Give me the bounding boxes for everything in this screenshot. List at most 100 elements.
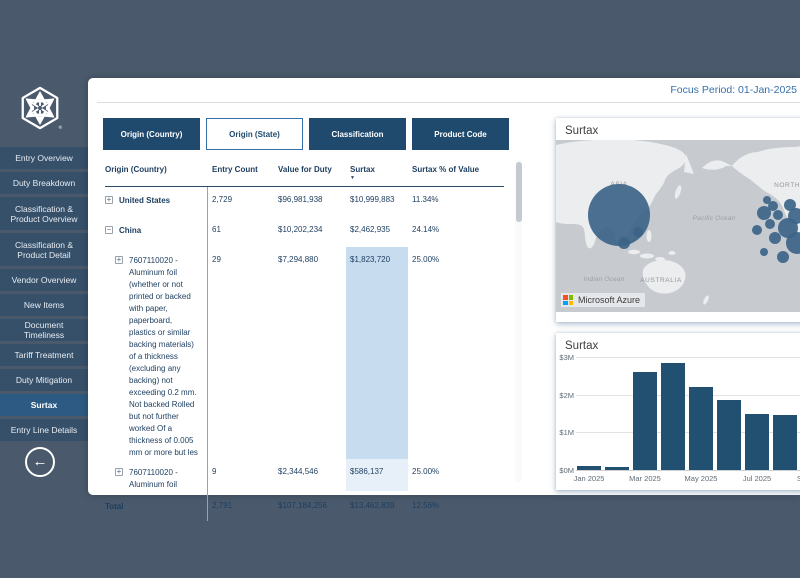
cell-entry-count: 2,791 bbox=[212, 501, 233, 510]
sidebar-item-new-items[interactable]: New Items bbox=[0, 294, 88, 316]
surtax-matrix-table: Origin (Country) Entry Count Value for D… bbox=[105, 163, 504, 521]
x-axis-tick-label: Sep 2025 bbox=[796, 474, 800, 483]
map-land-australia bbox=[642, 260, 686, 294]
expand-icon[interactable]: + bbox=[115, 255, 123, 264]
sidebar-item-duty-mitigation[interactable]: Duty Mitigation bbox=[0, 369, 88, 391]
y-axis-tick-label: $1M bbox=[559, 428, 574, 438]
expand-icon[interactable]: + bbox=[115, 467, 123, 476]
bar-jan-2025[interactable] bbox=[577, 465, 601, 470]
collapse-icon[interactable]: − bbox=[105, 225, 113, 234]
map-bubble[interactable] bbox=[757, 206, 771, 220]
map-land-japan bbox=[674, 185, 682, 199]
map-bubble[interactable] bbox=[773, 210, 783, 220]
scrollbar-thumb[interactable] bbox=[515, 162, 522, 222]
bar-apr-2025[interactable] bbox=[661, 362, 685, 470]
column-header-value-for-duty[interactable]: Value for Duty bbox=[278, 165, 332, 174]
sidebar-nav: Entry Overview Duty Breakdown Classificati… bbox=[0, 147, 88, 444]
bar-mar-2025[interactable] bbox=[633, 372, 657, 470]
column-header-entry-count[interactable]: Entry Count bbox=[212, 165, 258, 174]
bar-feb-2025[interactable] bbox=[605, 467, 629, 470]
map-bubble[interactable] bbox=[633, 227, 643, 237]
surtax-bar-chart-card: Surtax $0M $1M $2M $3M Jan 2025 Mar 2025 May 2… bbox=[556, 333, 800, 490]
map-bubble[interactable] bbox=[784, 199, 796, 211]
map-bubble[interactable] bbox=[752, 225, 762, 235]
tab-origin-state[interactable]: Origin (State) bbox=[206, 118, 303, 150]
sidebar-item-entry-line-details[interactable]: Entry Line Details bbox=[0, 419, 88, 441]
map-bubble[interactable] bbox=[769, 232, 781, 244]
bar-jul-2025[interactable] bbox=[745, 413, 769, 470]
sidebar-item-classification-product-overview[interactable]: Classification & Product Overview bbox=[0, 197, 88, 230]
column-header-origin-country[interactable]: Origin (Country) bbox=[105, 165, 167, 174]
bar-plot bbox=[576, 357, 800, 471]
map-bubble[interactable] bbox=[765, 219, 775, 229]
cell-value-for-duty: $10,202,234 bbox=[278, 225, 323, 234]
column-header-surtax[interactable]: Surtax ▼ bbox=[350, 165, 375, 181]
panel-header: Focus Period: 01-Jan-2025 bbox=[97, 78, 800, 103]
map-bubble[interactable] bbox=[786, 232, 800, 254]
table-row[interactable]: +7607110020 - Aluminum foil (whether or … bbox=[105, 247, 504, 459]
column-header-surtax-pct[interactable]: Surtax % of Value bbox=[412, 165, 480, 174]
x-axis-tick-label: Jan 2025 bbox=[573, 474, 605, 483]
table-row[interactable]: +7607110020 - Aluminum foil 9 $2,344,546 $5… bbox=[105, 459, 504, 491]
map-label-indian-ocean: Indian Ocean bbox=[583, 276, 624, 283]
map-land-north-america bbox=[702, 146, 800, 238]
gridline bbox=[576, 357, 800, 358]
map-label-australia: AUSTRALIA bbox=[640, 277, 682, 284]
microsoft-logo-icon bbox=[563, 295, 573, 305]
cell-surtax-pct: 24.14% bbox=[412, 225, 440, 234]
map-label-north-america: NORTH AMERICA bbox=[774, 182, 800, 189]
tab-origin-country[interactable]: Origin (Country) bbox=[103, 118, 200, 150]
sidebar: ® Entry Overview Duty Breakdown Classifica… bbox=[0, 0, 88, 578]
sidebar-item-vendor-overview[interactable]: Vendor Overview bbox=[0, 269, 88, 291]
map-bubble[interactable] bbox=[588, 184, 650, 246]
sidebar-item-duty-breakdown[interactable]: Duty Breakdown bbox=[0, 172, 88, 194]
map-land-indonesia-4 bbox=[668, 251, 676, 255]
sidebar-item-surtax[interactable]: Surtax bbox=[0, 394, 88, 416]
sidebar-item-classification-product-detail[interactable]: Classification & Product Detail bbox=[0, 233, 88, 266]
map-bubble[interactable] bbox=[768, 201, 778, 211]
sidebar-item-document-timeliness[interactable]: Document Timeliness bbox=[0, 319, 88, 341]
table-row[interactable]: − China 61 $10,202,234 $2,462,935 24.14% bbox=[105, 217, 504, 247]
table-body: + United States 2,729 $96,981,938 $10,999,88… bbox=[105, 187, 504, 521]
cell-entry-count: 9 bbox=[212, 467, 217, 476]
table-row[interactable]: + United States 2,729 $96,981,938 $10,999,88… bbox=[105, 187, 504, 217]
sidebar-item-entry-overview[interactable]: Entry Overview bbox=[0, 147, 88, 169]
x-axis-tick-label: May 2025 bbox=[684, 474, 718, 483]
table-header-row: Origin (Country) Entry Count Value for D… bbox=[105, 163, 504, 187]
map-bubble[interactable] bbox=[760, 248, 768, 256]
tab-product-code[interactable]: Product Code bbox=[412, 118, 509, 150]
cell-surtax: $1,823,720 bbox=[346, 247, 408, 459]
row-label: United States bbox=[119, 196, 171, 205]
map-bubble[interactable] bbox=[618, 237, 630, 249]
sort-descending-icon: ▼ bbox=[350, 175, 355, 181]
cell-value-for-duty: $7,294,880 bbox=[278, 255, 319, 264]
cell-surtax: $586,137 bbox=[346, 459, 408, 491]
bar-jun-2025[interactable] bbox=[717, 400, 741, 470]
map-bubble[interactable] bbox=[763, 196, 771, 204]
bar-aug-2025[interactable] bbox=[773, 415, 797, 470]
gridline bbox=[576, 470, 800, 471]
expand-icon[interactable]: + bbox=[105, 195, 113, 204]
bar-may-2025[interactable] bbox=[689, 387, 713, 470]
map-label-pacific-ocean: Pacific Ocean bbox=[693, 215, 736, 222]
cell-surtax-pct: 25.00% bbox=[412, 255, 440, 264]
map-attribution: Microsoft Azure bbox=[561, 293, 646, 307]
cell-value-for-duty: $2,344,546 bbox=[278, 467, 319, 476]
map-land-indonesia-2 bbox=[640, 253, 654, 259]
map-land-kamchatka bbox=[684, 154, 694, 174]
map-land-new-zealand bbox=[703, 295, 709, 305]
table-total-row[interactable]: Total 2,791 $107,184,256 $13,462,839 12.56% bbox=[105, 491, 504, 521]
cell-surtax-pct: 12.56% bbox=[412, 501, 440, 510]
cell-surtax: $10,999,883 bbox=[350, 195, 395, 204]
row-label: China bbox=[119, 226, 142, 235]
back-button[interactable]: ← bbox=[25, 447, 55, 477]
map-bubble[interactable] bbox=[777, 251, 789, 263]
cell-value-for-duty: $107,184,256 bbox=[278, 501, 327, 510]
tab-bar: Origin (Country) Origin (State) Classifica… bbox=[103, 118, 509, 150]
tab-classification[interactable]: Classification bbox=[309, 118, 406, 150]
map-land-indonesia-3 bbox=[655, 257, 665, 261]
cell-surtax: $13,462,839 bbox=[350, 501, 395, 510]
sidebar-item-tariff-treatment[interactable]: Tariff Treatment bbox=[0, 344, 88, 366]
table-scrollbar[interactable] bbox=[515, 160, 522, 482]
map-title: Surtax bbox=[565, 125, 599, 137]
